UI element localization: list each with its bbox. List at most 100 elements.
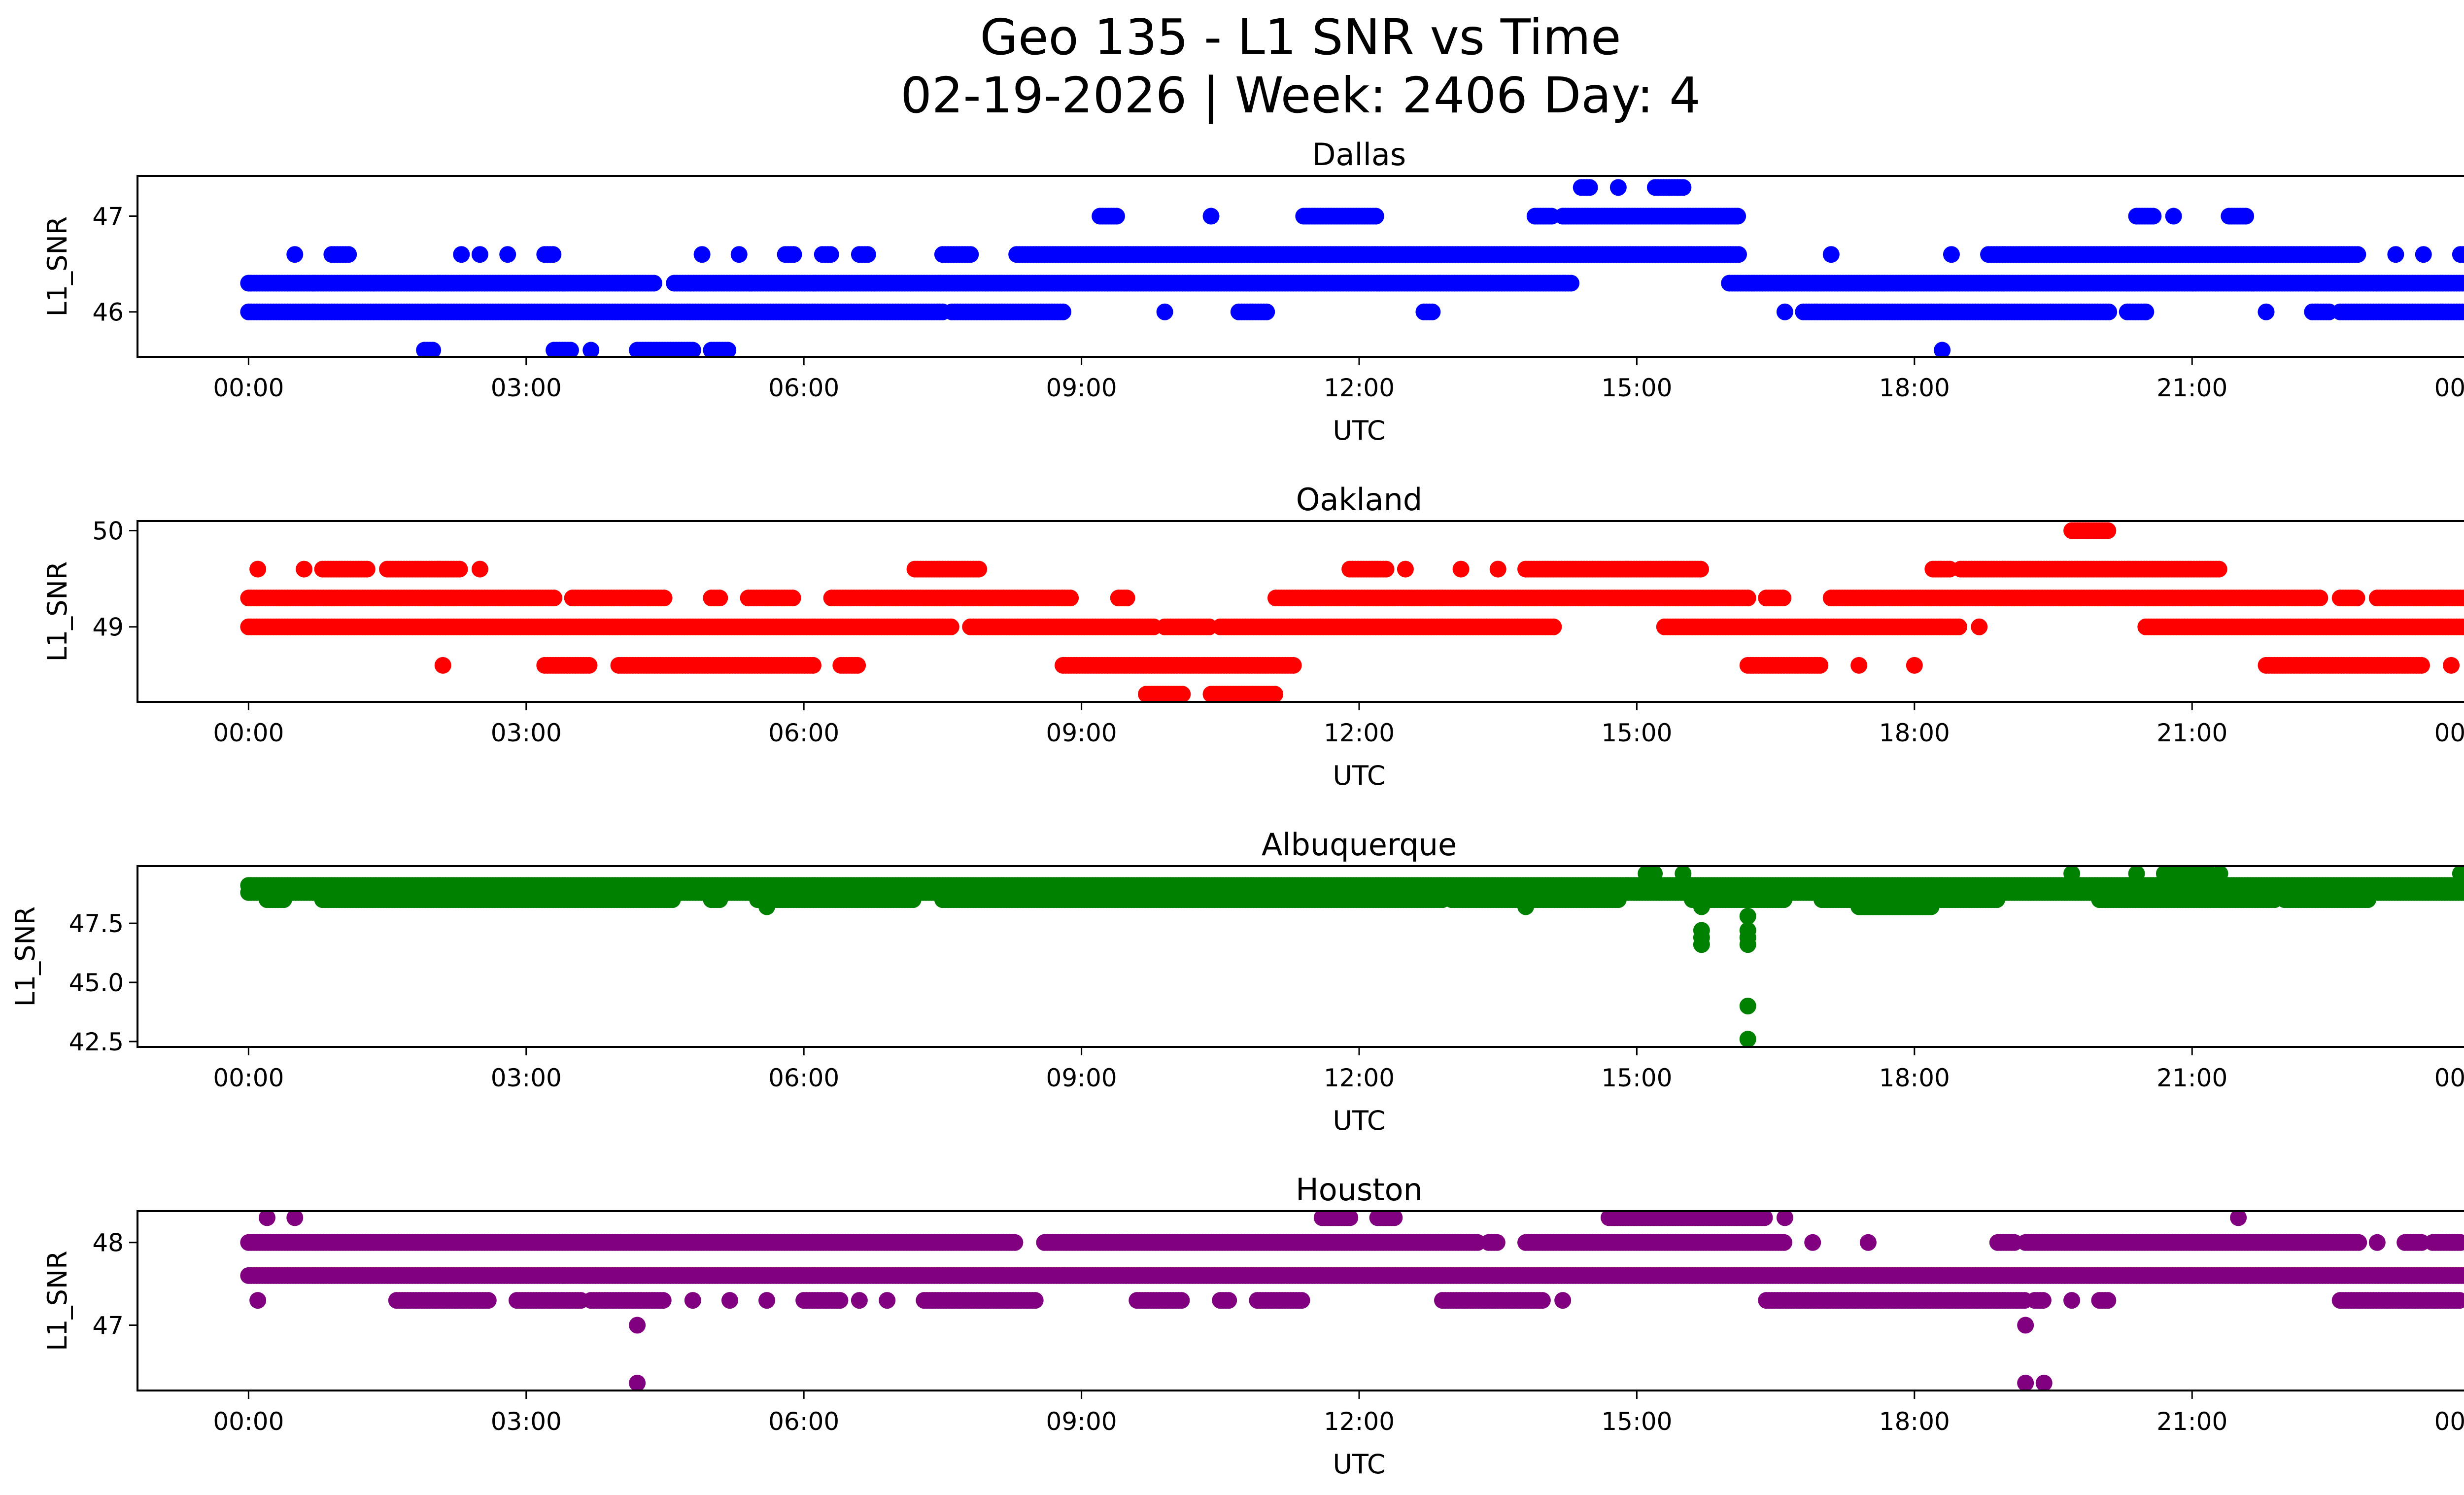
data-point	[2459, 304, 2464, 319]
data-point	[451, 560, 468, 578]
data-point	[2348, 590, 2365, 607]
x-tick-label: 18:00	[1879, 374, 1950, 402]
level-49.6	[249, 560, 2227, 578]
y-axis-label: L1_SNR	[42, 216, 73, 317]
data-point	[1377, 560, 1395, 578]
x-tick-label: 03:00	[491, 374, 562, 402]
y-axis-label: L1_SNR	[42, 561, 73, 662]
x-tick-label: 09:00	[1046, 374, 1117, 402]
data-point	[785, 246, 802, 263]
data-point	[1609, 179, 1627, 196]
data-point	[822, 246, 839, 263]
data-point	[1739, 590, 1756, 607]
data-point	[434, 657, 451, 674]
x-tick-label: 18:00	[1879, 719, 1950, 747]
data-point	[1367, 208, 1384, 225]
data-point	[1397, 560, 1414, 578]
scatter-points	[240, 522, 2464, 702]
data-point	[1545, 618, 1562, 635]
x-tick-label: 21:00	[2156, 719, 2227, 747]
data-point	[2460, 591, 2464, 605]
data-point	[1285, 657, 1302, 674]
figure-subtitle: 02-19-2026 | Week: 2406 Day: 4	[900, 67, 1700, 124]
subplot-title: Oakland	[1296, 482, 1423, 518]
data-point	[2311, 590, 2328, 607]
level-50	[2063, 522, 2117, 539]
x-tick-label: 15:00	[1601, 374, 1672, 402]
data-point	[1489, 560, 1506, 578]
data-point	[1156, 303, 1173, 320]
data-point	[249, 560, 267, 578]
data-point	[581, 657, 598, 674]
data-point	[1850, 657, 1868, 674]
data-point	[693, 246, 711, 263]
level-47	[1092, 208, 2255, 225]
y-tick-label: 50	[92, 517, 124, 546]
data-point	[645, 275, 662, 292]
y-tick-label: 46	[92, 298, 124, 327]
data-point	[942, 618, 959, 635]
data-point	[1424, 303, 1441, 320]
data-point	[1934, 342, 1951, 357]
x-tick-label: 12:00	[1324, 719, 1395, 747]
data-point	[1971, 618, 1988, 635]
data-point	[1730, 246, 1747, 263]
level-48.6	[434, 657, 2460, 674]
x-axis-label: UTC	[1333, 760, 1385, 791]
data-point	[655, 590, 673, 607]
scatter-points	[240, 179, 2464, 357]
data-point	[2413, 657, 2430, 674]
data-point	[2145, 208, 2162, 225]
data-point	[1812, 657, 1829, 674]
data-point	[1258, 303, 1275, 320]
data-point	[1266, 686, 1284, 702]
data-point	[2459, 619, 2464, 634]
data-point	[2460, 247, 2464, 262]
data-point	[2137, 303, 2155, 320]
figure-title: Geo 135 - L1 SNR vs Time	[980, 8, 1621, 66]
data-point	[1775, 590, 1792, 607]
level-48.3	[1138, 686, 1284, 702]
x-tick-label: 06:00	[768, 719, 839, 747]
data-point	[1055, 303, 1072, 320]
data-point	[582, 342, 600, 357]
data-point	[471, 246, 488, 263]
data-point	[1452, 560, 1470, 578]
data-point	[2258, 303, 2275, 320]
data-point	[2165, 208, 2182, 225]
x-axis-label: UTC	[1333, 415, 1385, 446]
data-point	[711, 590, 728, 607]
data-point	[2210, 560, 2227, 578]
data-point	[562, 342, 579, 357]
data-point	[545, 246, 562, 263]
data-point	[1950, 618, 1967, 635]
data-point	[2237, 208, 2255, 225]
data-point	[424, 342, 442, 357]
data-point	[1729, 208, 1746, 225]
data-point	[2099, 522, 2117, 539]
level-46.6	[286, 246, 2464, 263]
subplot-title: Albuquerque	[1262, 827, 1457, 863]
data-point	[849, 657, 866, 674]
data-point	[2443, 657, 2460, 674]
data-point	[296, 560, 313, 578]
data-point	[784, 590, 801, 607]
level-46.3	[240, 275, 2464, 292]
data-point	[340, 246, 357, 263]
x-tick-label: 00:00	[213, 374, 284, 402]
data-point	[1563, 275, 1580, 292]
data-point	[471, 560, 488, 578]
data-point	[1675, 179, 1692, 196]
data-point	[1118, 590, 1135, 607]
data-point	[499, 246, 516, 263]
data-point	[453, 246, 470, 263]
data-point	[859, 246, 876, 263]
x-tick-label: 15:00	[1601, 719, 1672, 747]
x-tick-label: 21:00	[2156, 374, 2227, 402]
data-point	[962, 246, 979, 263]
level-45.6	[416, 342, 1951, 357]
